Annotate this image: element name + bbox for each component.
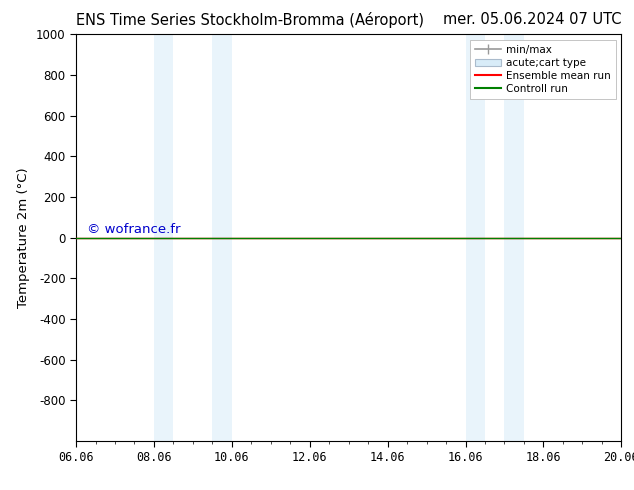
- Text: ENS Time Series Stockholm-Bromma (Aéroport): ENS Time Series Stockholm-Bromma (Aéropo…: [76, 12, 424, 28]
- Text: © wofrance.fr: © wofrance.fr: [87, 222, 181, 236]
- Bar: [505, 34, 524, 441]
- Bar: [212, 34, 232, 441]
- Text: mer. 05.06.2024 07 UTC: mer. 05.06.2024 07 UTC: [443, 12, 621, 27]
- Y-axis label: Temperature 2m (°C): Temperature 2m (°C): [18, 168, 30, 308]
- Bar: [154, 34, 174, 441]
- Legend: min/max, acute;cart type, Ensemble mean run, Controll run: min/max, acute;cart type, Ensemble mean …: [470, 40, 616, 99]
- Bar: [465, 34, 485, 441]
